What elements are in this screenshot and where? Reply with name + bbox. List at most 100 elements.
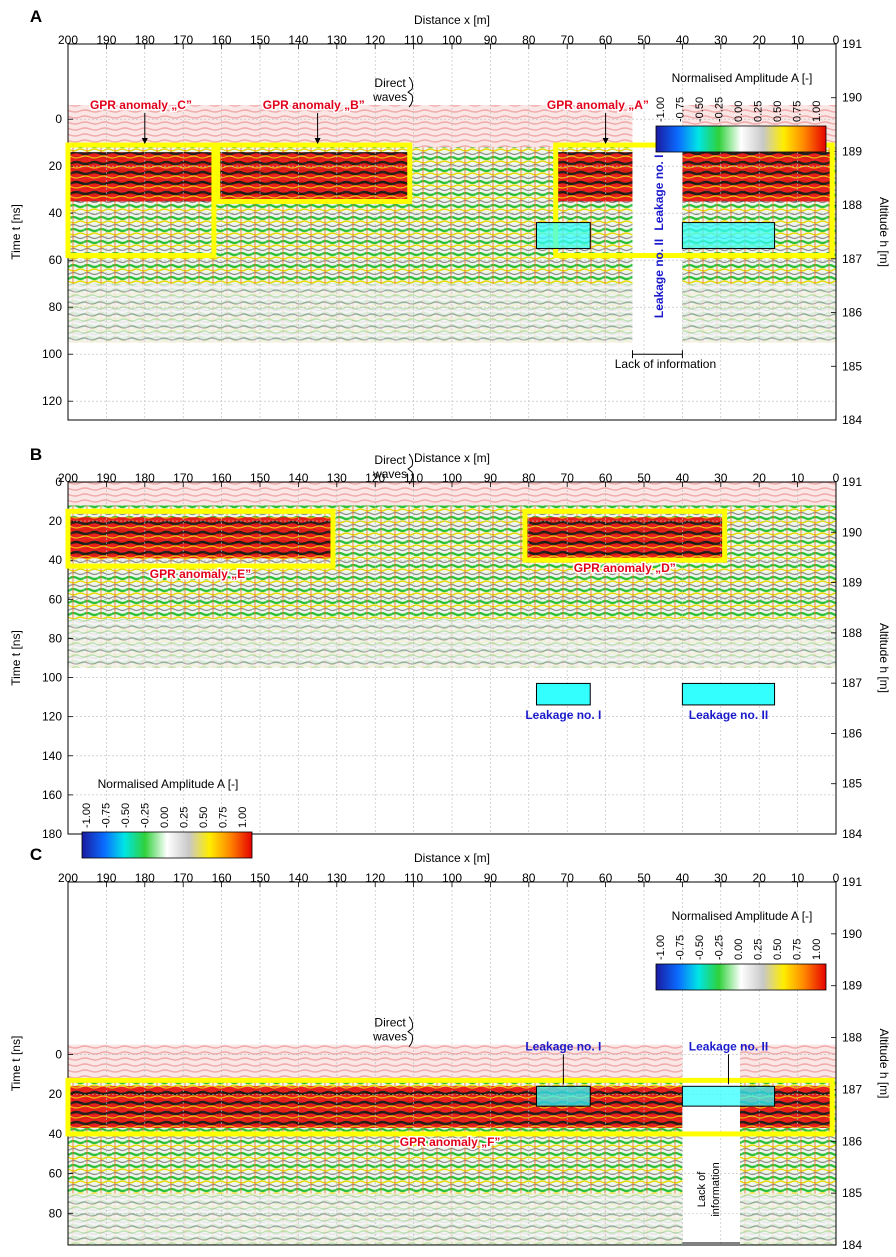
y-axis-title: Time t [ns] — [9, 1036, 23, 1092]
altitude-tick-label: 189 — [842, 144, 862, 158]
legend-tick-label: 0.00 — [159, 807, 171, 828]
panel-label: C — [30, 845, 42, 864]
x-tick-label: 20 — [753, 33, 767, 47]
x-tick-label: 180 — [135, 471, 155, 485]
x-tick-label: 160 — [212, 471, 232, 485]
altitude-tick-label: 190 — [842, 525, 862, 539]
x-tick-label: 140 — [288, 471, 308, 485]
anomaly-box — [65, 508, 336, 569]
anomaly-reflection — [68, 517, 333, 559]
legend-tick-label: 0.50 — [772, 101, 784, 122]
legend-tick-label: 1.00 — [811, 101, 823, 122]
altitude-tick-label: 184 — [842, 1238, 862, 1252]
anomaly-pointer-head — [314, 138, 321, 145]
panel-B: B Distance x [m]200 190 180 170 160 150 140 130 1… — [9, 445, 891, 859]
x-tick-label: 20 — [753, 871, 767, 885]
direct-waves-brace — [407, 453, 414, 485]
y-tick-label: 100 — [42, 671, 62, 685]
x-tick-label: 60 — [599, 33, 613, 47]
amplitude-legend: Normalised Amplitude A [-] -1.00 -0.75 -0.5… — [655, 909, 827, 991]
x-tick-label: 30 — [714, 871, 728, 885]
altitude-tick-label: 190 — [842, 91, 862, 105]
anomaly-reflection — [555, 152, 833, 202]
legend-tick-label: -0.25 — [714, 97, 726, 122]
x-tick-label: 10 — [791, 871, 805, 885]
legend-tick-label: 0.50 — [198, 807, 210, 828]
lack-info-label: information — [710, 1162, 722, 1216]
y-tick-label: 0 — [55, 112, 62, 126]
x-tick-label: 100 — [442, 471, 462, 485]
anomaly-reflection — [68, 152, 214, 202]
y-tick-label: 100 — [42, 347, 62, 361]
altitude-tick-label: 185 — [842, 359, 862, 373]
legend-tick-label: 0.75 — [792, 939, 804, 960]
altitude-tick-label: 189 — [842, 576, 862, 590]
legend-tick-label: 1.00 — [237, 807, 249, 828]
legend-tick-label: 0.25 — [753, 101, 765, 122]
y-tick-label: 60 — [49, 592, 63, 606]
y-tick-label: 20 — [49, 159, 63, 173]
y-tick-label: 180 — [42, 827, 62, 841]
panel-label: B — [30, 445, 42, 464]
leakage-zone — [535, 222, 591, 249]
anomaly-label: GPR anomaly „C” — [90, 98, 192, 112]
altitude-tick-label: 184 — [842, 827, 862, 841]
y-axis-title: Time t [ns] — [9, 204, 23, 260]
leakage-zone — [535, 682, 591, 706]
y-tick-label: 80 — [49, 631, 63, 645]
y-tick-label: 0 — [55, 475, 62, 489]
altitude-tick-label: 186 — [842, 306, 862, 320]
leakage-zone — [535, 1085, 591, 1107]
anomaly-box — [215, 142, 413, 204]
x-tick-label: 160 — [212, 871, 232, 885]
x-tick-label: 60 — [599, 871, 613, 885]
x-tick-label: 20 — [753, 471, 767, 485]
legend-title: Normalised Amplitude A [-] — [672, 909, 813, 923]
altitude-tick-label: 188 — [842, 1031, 862, 1045]
direct-waves-brace — [407, 1016, 414, 1047]
legend-color-bar — [81, 831, 253, 859]
leakage-label: Leakage no. I — [652, 155, 666, 231]
x-tick-label: 40 — [676, 871, 690, 885]
y-tick-label: 140 — [42, 749, 62, 763]
x-tick-label: 160 — [212, 33, 232, 47]
legend-tick-label: 0.75 — [792, 101, 804, 122]
x-tick-label: 0 — [833, 471, 840, 485]
data-gap — [682, 1042, 740, 1247]
y-tick-label: 0 — [55, 1048, 62, 1062]
x-tick-label: 10 — [791, 471, 805, 485]
direct-waves-label: Direct — [374, 76, 406, 90]
leakage-zone — [681, 1085, 776, 1107]
x-tick-label: 0 — [833, 33, 840, 47]
legend-tick-label: -0.75 — [675, 935, 687, 960]
amplitude-legend: Normalised Amplitude A [-] -1.00 -0.75 -0.5… — [655, 71, 827, 153]
y-tick-label: 80 — [49, 300, 63, 314]
x-tick-label: 70 — [561, 871, 575, 885]
legend-tick-label: -0.50 — [694, 97, 706, 122]
leakage-zone — [681, 682, 776, 706]
legend-tick-label: -0.25 — [140, 803, 152, 828]
altitude-axis-title: Altitude h [m] — [877, 623, 891, 693]
x-tick-label: 110 — [404, 871, 423, 885]
anomaly-label: GPR anomaly „E” — [150, 567, 251, 581]
legend-tick-label: -0.25 — [714, 935, 726, 960]
x-tick-label: 80 — [522, 33, 536, 47]
legend-tick-label: -0.50 — [694, 935, 706, 960]
panel-C: C Distance x [m]200 190 180 170 160 150 140 130 1… — [9, 845, 891, 1252]
x-tick-label: 80 — [522, 871, 536, 885]
leakage-zone — [681, 222, 776, 249]
x-tick-label: 70 — [561, 33, 575, 47]
legend-tick-label: 0.00 — [733, 939, 745, 960]
anomaly-box — [65, 1077, 835, 1137]
x-tick-label: 40 — [676, 471, 690, 485]
legend-tick-label: -1.00 — [655, 935, 667, 960]
legend-tick-label: -1.00 — [655, 97, 667, 122]
altitude-tick-label: 189 — [842, 979, 862, 993]
x-tick-label: 150 — [250, 471, 270, 485]
y-tick-label: 80 — [49, 1206, 63, 1220]
x-tick-label: 180 — [135, 871, 155, 885]
direct-waves-label: Direct — [374, 1016, 406, 1030]
y-tick-label: 20 — [49, 1087, 63, 1101]
x-tick-label: 130 — [327, 871, 347, 885]
x-tick-label: 40 — [676, 33, 690, 47]
